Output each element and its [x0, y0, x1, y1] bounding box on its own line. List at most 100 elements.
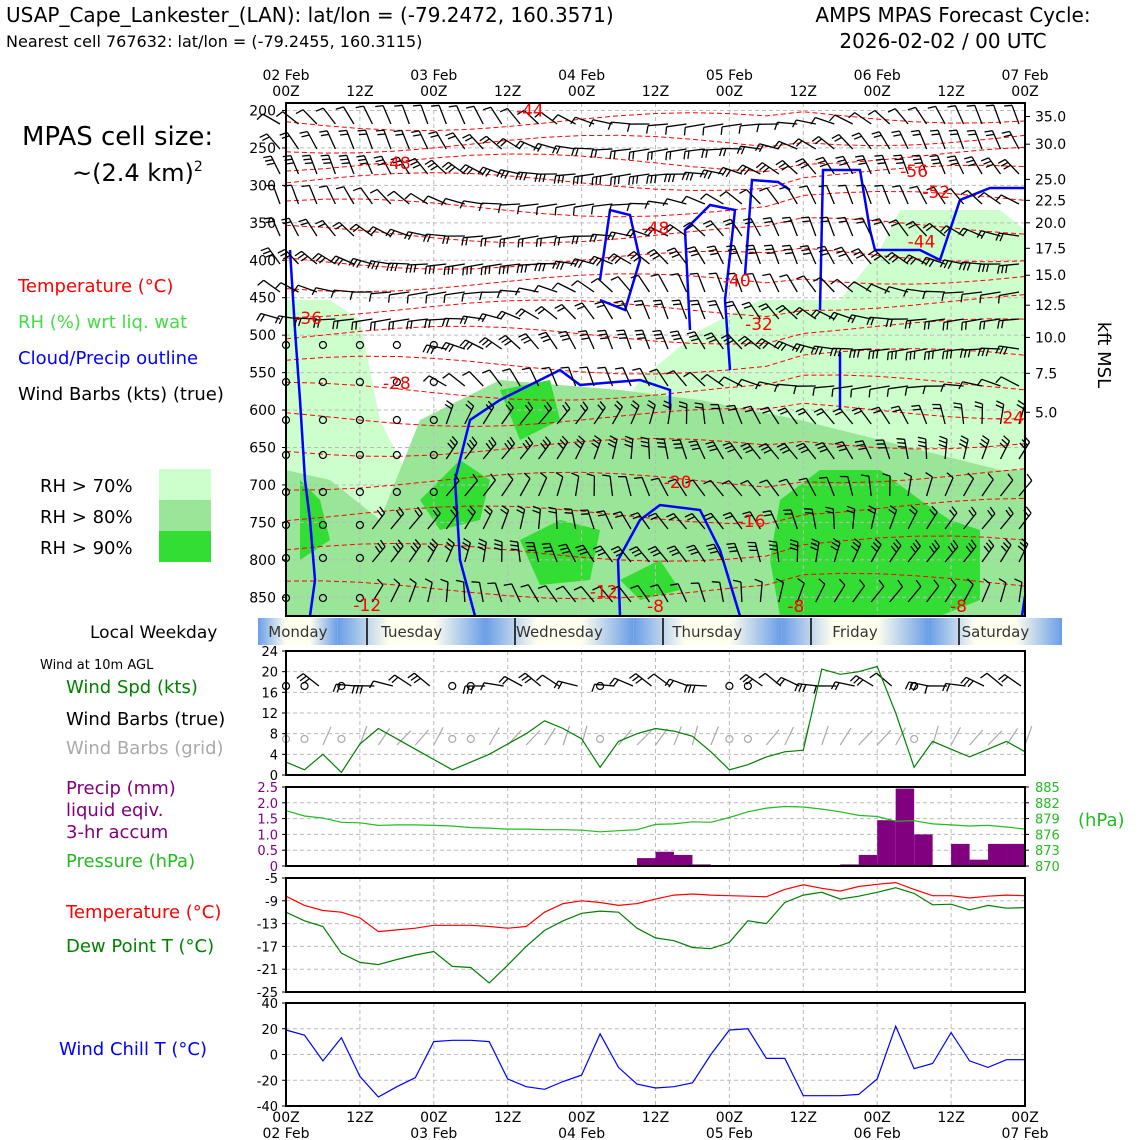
calm-marker	[355, 377, 364, 387]
pressure-unit: (hPa)	[1078, 810, 1125, 831]
cloud-outline	[616, 503, 742, 617]
wind-barb	[976, 378, 1001, 387]
wind-barb	[662, 400, 672, 425]
wind-barb	[960, 189, 983, 205]
bottom-hour-label: 00Z	[1011, 1110, 1038, 1126]
wind-barb	[889, 579, 904, 603]
wind-barb	[408, 538, 422, 563]
legend-temperature: Temperature (°C)	[17, 276, 173, 297]
wind-barb	[804, 508, 817, 530]
wind-barb	[404, 231, 428, 241]
wind-barb	[461, 235, 484, 246]
wind-barb	[860, 474, 872, 497]
cell-size-label: MPAS cell size:	[22, 122, 213, 152]
wind-barb	[625, 228, 650, 238]
wind-barb	[422, 375, 447, 387]
wind-barb	[574, 302, 595, 320]
wind-barb	[839, 475, 854, 497]
wind-barb	[683, 123, 706, 136]
temperature-label: -8	[787, 597, 804, 617]
legend-rh70-label: RH > 70%	[40, 476, 133, 497]
precip-bar	[914, 834, 933, 866]
wind-barb	[847, 314, 872, 324]
wind-barb	[367, 226, 392, 237]
wind-barb	[591, 683, 615, 693]
grid-wind-barb	[525, 730, 541, 746]
wind-barb	[500, 505, 510, 530]
wind-barb	[626, 202, 650, 212]
pressure-tick-label: 800	[249, 553, 276, 569]
wind-barb	[482, 400, 495, 425]
wind-barb	[798, 477, 817, 497]
wind-barb	[552, 260, 576, 270]
wind-barb	[891, 185, 909, 205]
wind-barb	[553, 173, 576, 184]
panel-tick-label: -25	[257, 986, 278, 1001]
wind-barb	[609, 677, 634, 687]
wind-barb	[455, 579, 466, 603]
wind-barb	[944, 506, 958, 530]
wind-header: Wind at 10m AGL	[40, 658, 154, 673]
calm-marker	[595, 681, 605, 691]
wind-barb	[981, 506, 996, 530]
height-tick-label: 35.0	[1035, 109, 1066, 125]
top-hour-label: 00Z	[420, 84, 447, 100]
temperature-label: -48	[383, 154, 411, 174]
wind-barb	[375, 104, 392, 125]
wind-barb	[593, 400, 606, 425]
top-hour-label: 00Z	[1011, 84, 1038, 100]
wind-barb	[959, 348, 983, 358]
wind-barb	[390, 156, 410, 175]
wind-barb	[553, 235, 576, 246]
wind-barb	[425, 291, 447, 304]
wind-barb	[947, 105, 965, 125]
wind-barb	[941, 348, 964, 360]
wind-barb	[405, 263, 428, 273]
cloud-outline	[683, 203, 737, 371]
weekday-cell	[258, 618, 338, 645]
wind-barb	[646, 148, 669, 161]
cloud-outline	[743, 178, 791, 276]
windchill-label: Wind Chill T (°C)	[59, 1039, 207, 1060]
wind-barb	[868, 348, 890, 360]
windchill-panel: -40 -20 0 20 40	[257, 997, 1026, 1115]
wind-barb	[850, 248, 872, 265]
wind-barb	[795, 158, 817, 175]
wind-barb	[722, 442, 743, 460]
wind-barb	[851, 132, 872, 150]
height-tick-label: 15.0	[1035, 268, 1066, 284]
wind-barb	[387, 291, 410, 303]
grid-wind-barb	[969, 729, 984, 746]
wind-barb	[482, 473, 496, 497]
wind-barb	[984, 130, 1002, 150]
wind-barb	[592, 586, 614, 603]
wind-barb	[373, 155, 392, 175]
wind-barb	[351, 685, 375, 694]
wind-barb	[775, 304, 798, 320]
wind-barb	[758, 303, 780, 320]
temperature-contour	[285, 111, 1026, 132]
pressure-tick-label: 400	[249, 253, 276, 269]
wind-barb	[558, 543, 577, 563]
calm-marker	[392, 377, 401, 387]
wind-barb	[930, 129, 946, 150]
wind-barb	[999, 538, 1012, 563]
wind-barb	[870, 406, 891, 425]
panel-tick-label: 1.0	[257, 828, 278, 843]
wind-barb	[819, 216, 835, 237]
weekday-cell	[485, 618, 634, 645]
grid-wind-barb	[784, 726, 795, 746]
wind-barb	[311, 287, 336, 296]
windchill-line	[285, 1024, 1025, 1098]
wind-barb	[686, 246, 706, 265]
bottom-hour-label: 00Z	[272, 1110, 299, 1126]
calm-marker	[318, 377, 328, 387]
wind-barb	[889, 538, 902, 563]
wind-barb	[925, 472, 934, 497]
wind-barb	[299, 130, 318, 150]
wind-barb	[796, 578, 805, 603]
wind-barb	[611, 585, 632, 603]
wind-barb	[886, 385, 909, 397]
wind-barb	[390, 578, 401, 603]
wind-barb	[630, 274, 651, 293]
